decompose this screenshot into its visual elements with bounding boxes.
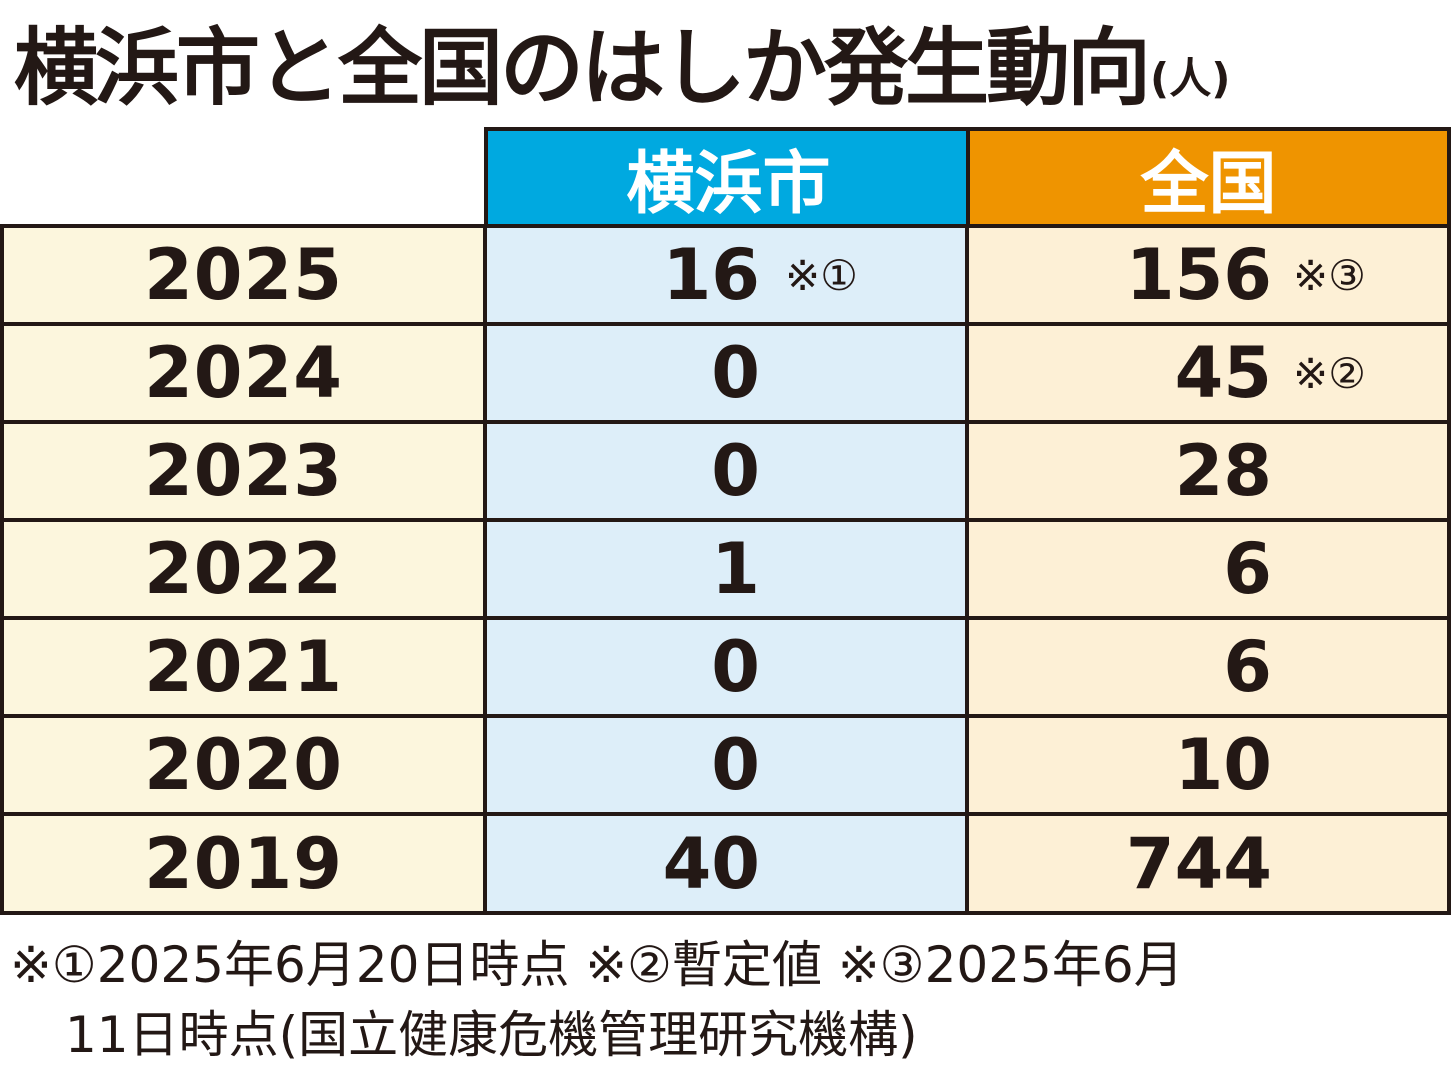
zenkoku-value: 45: [1174, 332, 1272, 414]
yokohama-value: 0: [711, 626, 760, 708]
yokohama-cell: 0: [487, 620, 969, 718]
yokohama-value: 0: [711, 430, 760, 512]
year-label: 2023: [144, 430, 343, 512]
year-cell: 2023: [4, 424, 487, 522]
zenkoku-cell: 744: [969, 816, 1451, 915]
year-cell: 2020: [4, 718, 487, 816]
column-header-zenkoku: 全国: [966, 127, 1451, 224]
year-label: 2024: [144, 332, 343, 414]
yokohama-cell: 1: [487, 522, 969, 620]
year-cell: 2025: [4, 228, 487, 326]
zenkoku-value: 6: [1223, 528, 1272, 610]
zenkoku-cell: 45 ※②: [969, 326, 1451, 424]
zenkoku-value: 10: [1174, 724, 1272, 806]
table-row: 2021 0 6: [4, 620, 1451, 718]
year-label: 2019: [144, 822, 343, 905]
measles-table: 横浜市 全国 2025 16 ※① 156 ※③ 2024 0 45 ※② 2023 0 28 2022…: [0, 127, 1451, 915]
year-cell: 2021: [4, 620, 487, 718]
zenkoku-value: 28: [1174, 430, 1272, 512]
zenkoku-note-mark: ※②: [1293, 348, 1366, 398]
table-row: 2024 0 45 ※②: [4, 326, 1451, 424]
yokohama-cell: 40: [487, 816, 969, 915]
year-label: 2025: [144, 234, 343, 316]
year-label: 2020: [144, 724, 343, 806]
zenkoku-value: 6: [1223, 626, 1272, 708]
table-row: 2019 40 744: [4, 816, 1451, 915]
zenkoku-value: 744: [1125, 822, 1272, 905]
yokohama-cell: 16 ※①: [487, 228, 969, 326]
yokohama-value: 16: [662, 234, 760, 316]
yokohama-value: 40: [662, 822, 760, 905]
zenkoku-value: 156: [1125, 234, 1272, 316]
zenkoku-cell: 28: [969, 424, 1451, 522]
chart-title-block: 横浜市と全国のはしか発生動向 (人): [14, 6, 1230, 110]
zenkoku-note-mark: ※③: [1293, 250, 1366, 300]
yokohama-value: 0: [711, 724, 760, 806]
year-cell: 2022: [4, 522, 487, 620]
column-header-yokohama: 横浜市: [484, 127, 969, 224]
chart-title: 横浜市と全国のはしか発生動向: [14, 19, 1151, 117]
yokohama-value: 1: [711, 528, 760, 610]
zenkoku-cell: 6: [969, 522, 1451, 620]
yokohama-cell: 0: [487, 424, 969, 522]
yokohama-note-mark: ※①: [785, 250, 858, 300]
year-label: 2022: [144, 528, 343, 610]
footnote-line-2: 11日時点(国立健康危機管理研究機構): [65, 1006, 918, 1064]
footnote-line-1: ※①2025年6月20日時点 ※②暫定値 ※③2025年6月: [10, 936, 1184, 994]
zenkoku-cell: 10: [969, 718, 1451, 816]
yokohama-cell: 0: [487, 718, 969, 816]
yokohama-value: 0: [711, 332, 760, 414]
year-cell: 2019: [4, 816, 487, 915]
table-row: 2023 0 28: [4, 424, 1451, 522]
zenkoku-cell: 156 ※③: [969, 228, 1451, 326]
unit-label: (人): [1150, 54, 1231, 103]
zenkoku-cell: 6: [969, 620, 1451, 718]
footnote: ※①2025年6月20日時点 ※②暫定値 ※③2025年6月 11日時点(国立健…: [10, 930, 1440, 1070]
table-body: 2025 16 ※① 156 ※③ 2024 0 45 ※② 2023 0 28 2022 1 6 2021 0…: [0, 224, 1451, 915]
table-row: 2020 0 10: [4, 718, 1451, 816]
year-label: 2021: [144, 626, 343, 708]
table-row: 2022 1 6: [4, 522, 1451, 620]
yokohama-cell: 0: [487, 326, 969, 424]
table-row: 2025 16 ※① 156 ※③: [4, 228, 1451, 326]
year-cell: 2024: [4, 326, 487, 424]
